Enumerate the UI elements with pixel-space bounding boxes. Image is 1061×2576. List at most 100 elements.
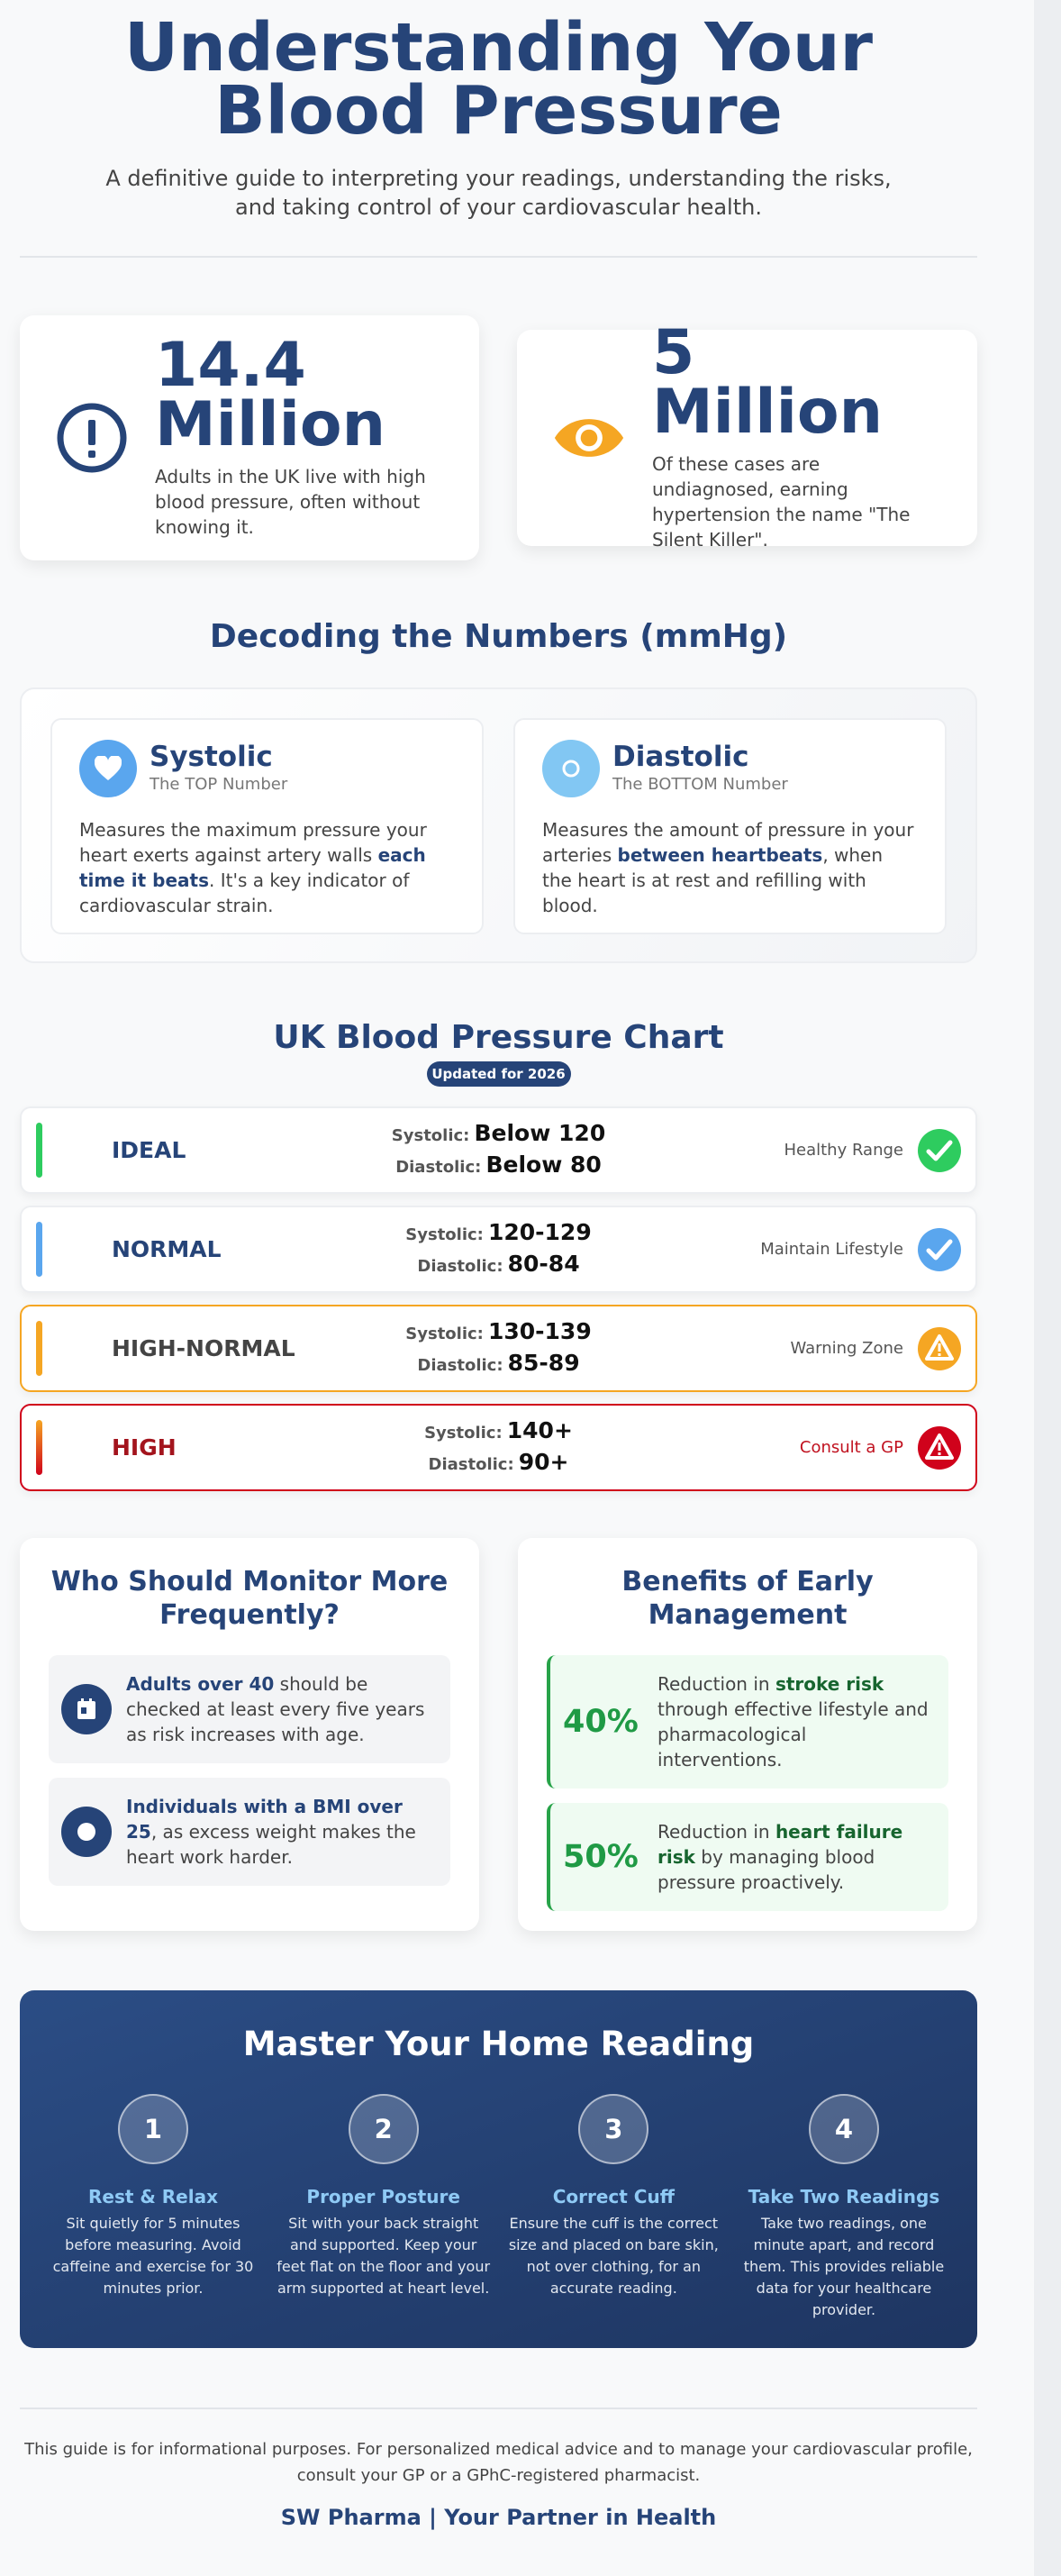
systolic-value: Below 120 (474, 1119, 606, 1146)
systolic-subtitle: The TOP Number (150, 775, 288, 794)
diastolic-label: Diastolic: (417, 1256, 503, 1276)
systolic-card: Systolic The TOP Number Measures the max… (50, 718, 484, 934)
row-label: HIGH-NORMAL (112, 1335, 295, 1361)
steps: 1 Rest & Relax Sit quietly for 5 minutes b… (38, 2094, 959, 2321)
exclamation-circle-icon (56, 402, 128, 474)
severity-bar (36, 1222, 42, 1277)
step-title: Rest & Relax (87, 2186, 218, 2207)
list-item: 40% Reduction in stroke risk through eff… (547, 1655, 948, 1789)
text: . It's a key indicator of cardiovascular… (79, 869, 410, 916)
severity-bar (36, 1420, 42, 1475)
bp-row-ideal: IDEAL Systolic: Below 120 Diastolic: Belo… (20, 1106, 977, 1194)
emphasis: Adults over 40 (126, 1673, 275, 1695)
systolic-label: Systolic: (405, 1224, 484, 1244)
stat-value: 14.4 Million (155, 330, 386, 460)
systolic-value: 140+ (506, 1416, 573, 1443)
diastolic-value: 80-84 (507, 1250, 580, 1277)
emphasis: between heartbeats (617, 844, 823, 866)
scrollbar[interactable] (1034, 0, 1061, 2576)
systolic-value: 120-129 (487, 1218, 592, 1245)
step-title: Proper Posture (306, 2186, 460, 2207)
diastolic-description: Measures the amount of pressure in your … (542, 817, 918, 918)
systolic-label: Systolic: (391, 1125, 470, 1145)
benefits-card: Benefits of Early Management 40% Reducti… (518, 1538, 977, 1931)
systolic-label: Systolic: (405, 1324, 484, 1343)
stat-card-uk-adults: 14.4 Million Adults in the UK live with … (20, 315, 479, 560)
bp-row-high: HIGH Systolic: 140+ Diastolic: 90+ Consul… (20, 1404, 977, 1491)
row-status: Consult a GP (799, 1438, 903, 1457)
bp-chart-rows: IDEAL Systolic: Below 120 Diastolic: Belo… (20, 1106, 977, 1491)
stat-card-undiagnosed: 5 Million Of these cases are undiagnosed… (517, 323, 977, 551)
decoding-panel: Systolic The TOP Number Measures the max… (20, 687, 977, 963)
step-title: Take Two Readings (748, 2186, 940, 2207)
severity-bar (36, 1321, 42, 1376)
row-status: Warning Zone (790, 1339, 903, 1358)
list-item: 50% Reduction in heart failure risk by m… (547, 1803, 948, 1911)
circle-icon (61, 1807, 112, 1857)
diastolic-value: Below 80 (485, 1151, 602, 1178)
benefits-title: Benefits of Early Management (621, 1566, 874, 1631)
diastolic-card: Diastolic The BOTTOM Number Measures the… (513, 718, 947, 934)
warning-icon (918, 1425, 961, 1470)
severity-bar (36, 1123, 42, 1178)
text: should be checked at least every five ye… (126, 1673, 425, 1745)
page: Understanding Your Blood Pressure A defi… (20, 0, 977, 2530)
list-item: Adults over 40 should be checked at leas… (49, 1655, 450, 1763)
circle-icon (542, 740, 600, 797)
check-icon (918, 1128, 961, 1172)
step-description: Sit quietly for 5 minutes before measuri… (52, 2215, 254, 2297)
warning-icon (918, 1326, 961, 1370)
benefit-percent: 50% (563, 1839, 639, 1875)
stats-section: 14.4 Million Adults in the UK live with … (20, 315, 977, 560)
benefit-percent: 40% (563, 1704, 639, 1740)
text: Reduction in (657, 1821, 775, 1843)
systolic-label: Systolic: (424, 1423, 503, 1443)
step-3: 3 Correct Cuff Ensure the cuff is the corr… (505, 2094, 721, 2321)
step-description: Ensure the cuff is the correct size and … (508, 2215, 719, 2297)
stat-value: 5 Million (652, 317, 884, 448)
systolic-title: Systolic (150, 741, 273, 773)
row-label: IDEAL (112, 1137, 186, 1163)
page-subtitle: A definitive guide to interpreting your … (105, 166, 892, 220)
home-reading-title: Master Your Home Reading (242, 2025, 755, 2063)
calendar-icon (61, 1684, 112, 1734)
heart-icon (79, 740, 137, 797)
check-icon (918, 1227, 961, 1271)
bp-row-normal: NORMAL Systolic: 120-129 Diastolic: 80-84… (20, 1206, 977, 1293)
systolic-description: Measures the maximum pressure your heart… (79, 817, 455, 918)
text: Measures the maximum pressure your heart… (79, 819, 427, 866)
emphasis: Individuals with a BMI over 25 (126, 1796, 403, 1843)
divider (20, 256, 977, 258)
diastolic-subtitle: The BOTTOM Number (612, 775, 788, 794)
divider (20, 2408, 977, 2409)
info-columns: Who Should Monitor More Frequently? Adul… (20, 1538, 977, 1931)
footer-brand: SW Pharma | Your Partner in Health (280, 2505, 717, 2530)
monitor-card: Who Should Monitor More Frequently? Adul… (20, 1538, 479, 1931)
text: Measures the amount of pressure in your … (542, 819, 914, 866)
text: , as excess weight makes the heart work … (126, 1821, 416, 1868)
section-title-decoding: Decoding the Numbers (mmHg) (209, 618, 788, 655)
step-4: 4 Take Two Readings Take two readings, one… (736, 2094, 952, 2321)
text: by managing blood pressure proactively. (657, 1846, 875, 1893)
diastolic-title: Diastolic (612, 741, 749, 773)
row-status: Healthy Range (784, 1141, 903, 1160)
footer-disclaimer: This guide is for informational purposes… (24, 2440, 973, 2485)
diastolic-label: Diastolic: (395, 1157, 482, 1177)
bp-row-high-normal: HIGH-NORMAL Systolic: 130-139 Diastolic: … (20, 1305, 977, 1392)
emphasis: each time it beats (79, 844, 426, 891)
stat-description: Of these cases are undiagnosed, earning … (652, 453, 911, 551)
emphasis: stroke risk (775, 1673, 884, 1695)
step-description: Take two readings, one minute apart, and… (743, 2215, 945, 2318)
row-label: NORMAL (112, 1236, 222, 1262)
row-status: Maintain Lifestyle (760, 1240, 903, 1259)
monitor-title: Who Should Monitor More Frequently? (50, 1566, 449, 1631)
step-title: Correct Cuff (552, 2186, 675, 2207)
page-title: Understanding Your Blood Pressure (123, 9, 874, 150)
step-number: 2 (348, 2094, 419, 2164)
step-number: 3 (578, 2094, 649, 2164)
diastolic-label: Diastolic: (428, 1454, 514, 1474)
text: through effective lifestyle and pharmaco… (657, 1698, 929, 1770)
section-title-chart: UK Blood Pressure Chart (273, 1019, 724, 1056)
step-1: 1 Rest & Relax Sit quietly for 5 minutes b… (45, 2094, 261, 2321)
diastolic-value: 90+ (518, 1448, 569, 1475)
